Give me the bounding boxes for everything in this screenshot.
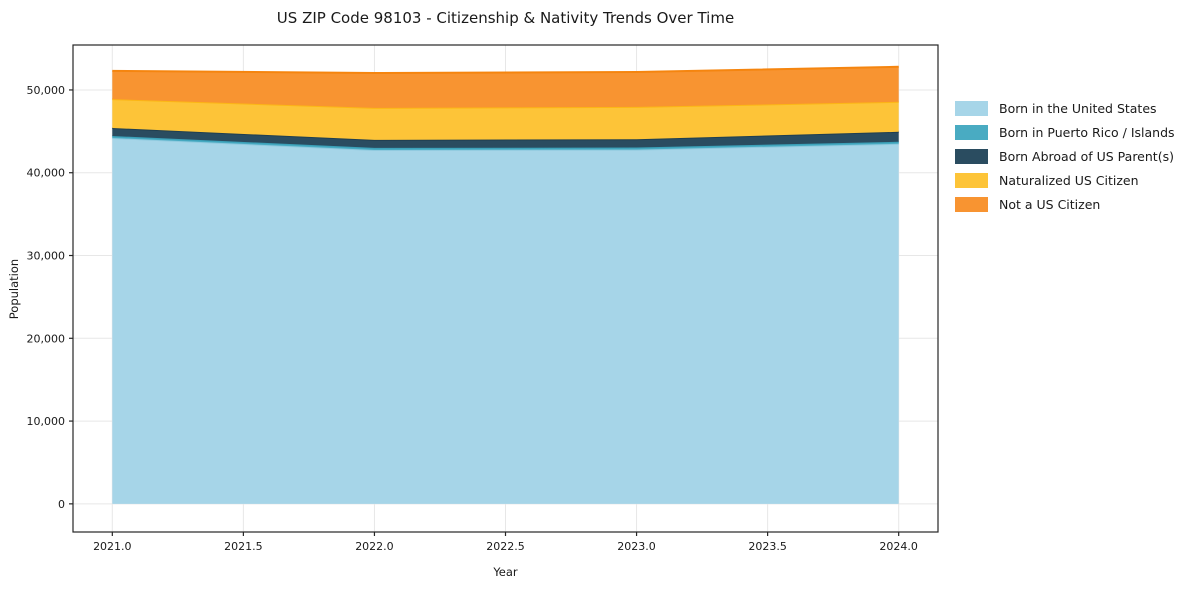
legend-item: Born Abroad of US Parent(s) — [955, 149, 1175, 164]
y-tick-label: 10,000 — [27, 415, 66, 428]
y-tick-label: 50,000 — [27, 84, 66, 97]
legend-item: Naturalized US Citizen — [955, 173, 1175, 188]
x-tick-label: 2022.5 — [486, 540, 525, 553]
legend-label: Naturalized US Citizen — [999, 173, 1139, 188]
area-edge-not-a-us-citizen — [112, 65, 899, 74]
legend-swatch — [955, 197, 988, 212]
legend-swatch — [955, 149, 988, 164]
area-born-abroad-of-us-parent-s- — [112, 128, 899, 148]
y-axis-label: Population — [7, 258, 21, 320]
x-tick-label: 2021.0 — [93, 540, 132, 553]
y-tick-label: 30,000 — [27, 250, 66, 263]
x-axis-label: Year — [493, 565, 518, 579]
y-tick-label: 40,000 — [27, 167, 66, 180]
legend-item: Born in the United States — [955, 101, 1175, 116]
area-born-in-the-united-states — [112, 138, 899, 504]
legend-swatch — [955, 101, 988, 116]
area-naturalized-us-citizen — [112, 99, 899, 140]
legend-swatch — [955, 173, 988, 188]
legend: Born in the United States Born in Puerto … — [955, 101, 1175, 212]
legend-label: Born in Puerto Rico / Islands — [999, 125, 1175, 140]
x-tick-label: 2022.0 — [355, 540, 394, 553]
legend-label: Born in the United States — [999, 101, 1157, 116]
chart-title: US ZIP Code 98103 - Citizenship & Nativi… — [276, 9, 735, 27]
x-tick-label: 2021.5 — [224, 540, 263, 553]
legend-swatch — [955, 125, 988, 140]
x-tick-label: 2023.0 — [617, 540, 656, 553]
y-tick-label: 20,000 — [27, 332, 66, 345]
x-tick-label: 2024.0 — [879, 540, 918, 553]
legend-label: Born Abroad of US Parent(s) — [999, 149, 1174, 164]
legend-label: Not a US Citizen — [999, 197, 1101, 212]
legend-item: Not a US Citizen — [955, 197, 1175, 212]
y-tick-label: 0 — [58, 498, 65, 511]
legend-item: Born in Puerto Rico / Islands — [955, 125, 1175, 140]
area-not-a-us-citizen — [112, 66, 899, 108]
x-tick-label: 2023.5 — [748, 540, 787, 553]
